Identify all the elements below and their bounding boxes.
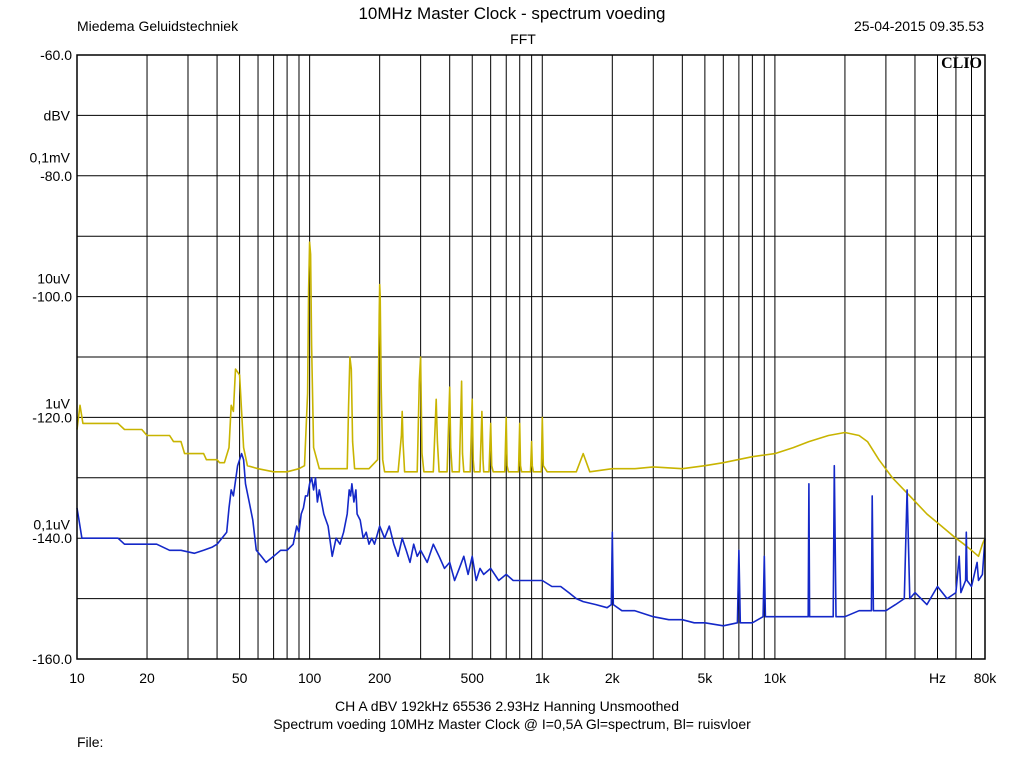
plot-frame: [76, 54, 986, 660]
chart-labels: 10 20 50 100 200 500 1k 2k 5k 10k Hz 80k -60.0 -80.0 -…: [30, 47, 998, 686]
series-line-1: [76, 241, 986, 558]
x-tick-label: 1k: [535, 670, 551, 686]
x-tick-label: 80k: [974, 670, 998, 686]
clio-logo: CLIO: [941, 55, 982, 72]
x-tick-label: 20: [139, 670, 155, 686]
x-tick-label: 5k: [697, 670, 713, 686]
x-tick-label: 200: [368, 670, 392, 686]
y-tick-label: -100.0: [32, 289, 72, 305]
y-unit-label: 10uV: [37, 270, 70, 286]
y-unit-label: dBV: [44, 107, 71, 123]
measurement-settings: CH A dBV 192kHz 65536 2.93Hz Hanning Uns…: [335, 698, 679, 714]
chart-frame: [76, 54, 986, 660]
company-name: Miedema Geluidstechniek: [77, 18, 239, 34]
y-unit-label: 0,1mV: [30, 150, 71, 166]
file-label: File:: [77, 734, 104, 750]
y-tick-label: -80.0: [40, 168, 72, 184]
x-tick-label: 10: [69, 670, 85, 686]
chart-subtitle: FFT: [510, 31, 536, 47]
x-tick-label: 10k: [764, 670, 788, 686]
y-unit-label: 1uV: [45, 396, 71, 412]
measurement-description: Spectrum voeding 10MHz Master Clock @ I=…: [273, 716, 751, 732]
y-tick-label: -160.0: [32, 651, 72, 667]
x-tick-label: 50: [232, 670, 248, 686]
y-tick-label: -60.0: [40, 47, 72, 63]
x-tick-label: 2k: [605, 670, 621, 686]
y-tick-label: -140.0: [32, 530, 72, 546]
chart-grid: [76, 54, 986, 660]
series-line-2: [76, 452, 986, 627]
x-tick-label: Hz: [929, 670, 946, 686]
measurement-datetime: 25-04-2015 09.35.53: [854, 18, 984, 34]
y-unit-label: 0,1uV: [33, 516, 70, 532]
y-tick-label: -120.0: [32, 409, 72, 425]
chart-series: [76, 241, 986, 627]
x-tick-label: 500: [461, 670, 485, 686]
x-tick-label: 100: [298, 670, 322, 686]
chart-title: 10MHz Master Clock - spectrum voeding: [358, 4, 666, 23]
